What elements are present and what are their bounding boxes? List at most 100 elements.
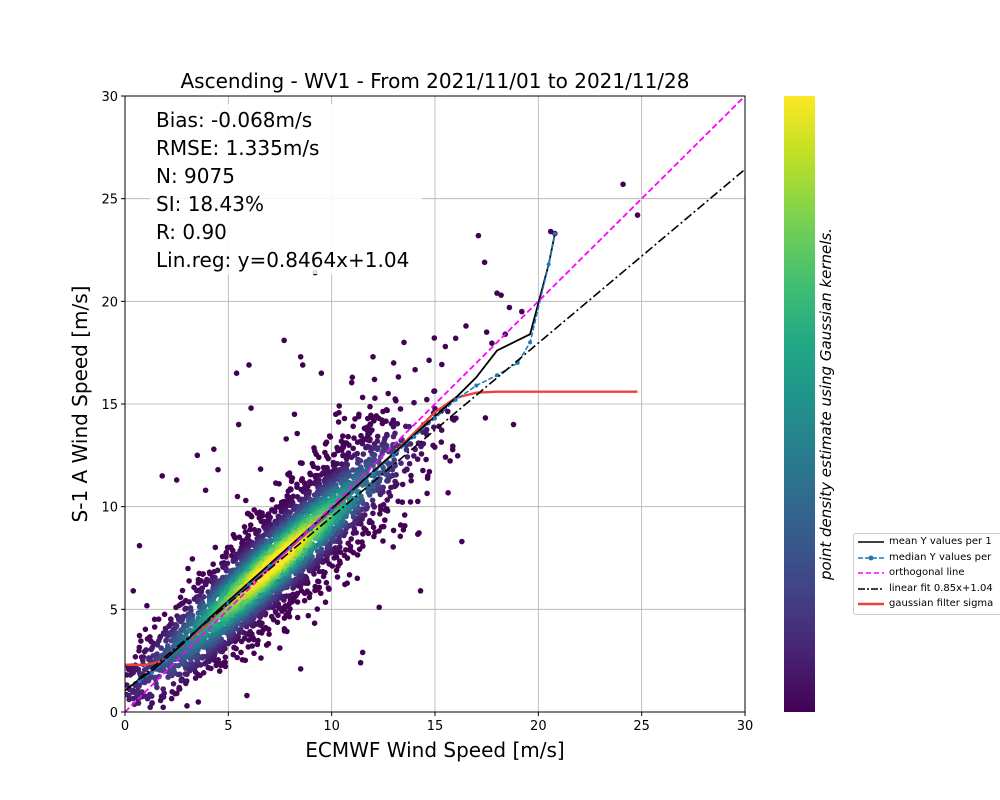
density-point bbox=[172, 624, 179, 631]
density-point bbox=[303, 555, 309, 562]
density-point bbox=[445, 490, 451, 496]
density-point bbox=[390, 423, 397, 430]
density-point bbox=[161, 690, 167, 696]
density-point bbox=[366, 437, 373, 444]
x-tick-label: 10 bbox=[323, 719, 340, 734]
density-point bbox=[222, 654, 229, 660]
outlier-point bbox=[357, 659, 364, 666]
outlier-point bbox=[459, 538, 465, 545]
density-point bbox=[382, 517, 388, 523]
y-axis-label: S-1 A Wind Speed [m/s] bbox=[68, 286, 92, 523]
density-point bbox=[282, 603, 289, 609]
density-point bbox=[158, 645, 164, 651]
density-point bbox=[369, 497, 376, 504]
density-point bbox=[125, 692, 132, 699]
outlier-point bbox=[634, 212, 641, 218]
density-point bbox=[367, 517, 373, 524]
density-point bbox=[259, 513, 265, 519]
density-point bbox=[251, 650, 257, 657]
legend-label-orthogonal: orthogonal line bbox=[889, 567, 965, 578]
colorbar-label: point density estimate using Gaussian ke… bbox=[817, 227, 835, 581]
density-point bbox=[239, 657, 246, 663]
density-point bbox=[350, 510, 356, 516]
density-point bbox=[334, 574, 341, 580]
outlier-point bbox=[299, 362, 306, 368]
density-point bbox=[195, 699, 202, 705]
density-point bbox=[331, 451, 338, 458]
density-point bbox=[219, 616, 226, 623]
density-point bbox=[315, 553, 322, 559]
density-point bbox=[183, 678, 190, 684]
density-point bbox=[243, 497, 249, 504]
legend: mean Y values per 1 median Y values per … bbox=[853, 533, 1000, 615]
density-point bbox=[360, 531, 366, 537]
density-point bbox=[169, 689, 175, 695]
density-point bbox=[366, 430, 373, 436]
legend-label-linear-fit: linear fit 0.85x+1.04 bbox=[889, 583, 993, 594]
median-marker bbox=[412, 434, 417, 439]
density-point bbox=[341, 552, 348, 559]
density-point bbox=[372, 395, 378, 402]
outlier-point bbox=[620, 181, 626, 188]
density-point bbox=[342, 547, 349, 553]
density-point bbox=[423, 456, 429, 463]
density-point bbox=[424, 396, 430, 403]
stats-box bbox=[150, 104, 422, 274]
density-point bbox=[203, 581, 209, 588]
density-point bbox=[454, 453, 461, 459]
density-point bbox=[416, 530, 422, 536]
density-point bbox=[442, 454, 449, 460]
density-point bbox=[431, 424, 437, 431]
density-point bbox=[334, 460, 341, 467]
density-point bbox=[256, 619, 263, 625]
density-point bbox=[367, 403, 373, 410]
density-point bbox=[212, 544, 219, 551]
density-point bbox=[377, 490, 384, 497]
legend-label-median: median Y values per bbox=[889, 552, 992, 563]
density-point bbox=[179, 616, 186, 623]
density-point bbox=[431, 388, 438, 394]
stat-rmse: RMSE: 1.335m/s bbox=[156, 136, 320, 160]
density-point bbox=[424, 490, 430, 497]
density-point bbox=[322, 599, 329, 605]
density-point bbox=[406, 423, 413, 430]
outlier-point bbox=[281, 337, 287, 344]
density-point bbox=[247, 522, 254, 528]
density-point bbox=[258, 655, 264, 661]
density-point bbox=[338, 447, 345, 454]
legend-entry-gaussian: gaussian filter sigma bbox=[854, 597, 1000, 611]
density-point bbox=[354, 575, 361, 582]
density-point bbox=[200, 571, 206, 577]
outlier-point bbox=[130, 588, 137, 594]
series-line-3 bbox=[125, 168, 745, 692]
density-point bbox=[142, 626, 149, 633]
density-point bbox=[383, 418, 389, 425]
median-marker bbox=[371, 471, 375, 476]
density-point bbox=[299, 460, 305, 467]
density-point bbox=[272, 609, 279, 615]
chart-title: Ascending - WV1 - From 2021/11/01 to 202… bbox=[181, 69, 690, 93]
density-point bbox=[391, 457, 398, 463]
density-point bbox=[138, 638, 144, 644]
density-point bbox=[130, 670, 136, 676]
density-point bbox=[281, 626, 288, 632]
density-point bbox=[198, 588, 205, 595]
density-point bbox=[371, 452, 378, 458]
density-point bbox=[401, 468, 408, 474]
density-point bbox=[168, 695, 175, 702]
y-tick-label: 25 bbox=[101, 193, 118, 208]
density-point bbox=[356, 546, 363, 553]
y-tick-label: 20 bbox=[101, 295, 118, 310]
density-point bbox=[310, 463, 317, 470]
density-point bbox=[358, 432, 364, 439]
outlier-point bbox=[215, 466, 221, 473]
density-point bbox=[256, 629, 262, 635]
density-point bbox=[161, 611, 168, 618]
density-point bbox=[228, 552, 235, 559]
outlier-point bbox=[211, 446, 217, 452]
density-point bbox=[136, 648, 142, 654]
y-tick-label: 0 bbox=[110, 706, 118, 721]
density-point bbox=[408, 472, 414, 479]
density-point bbox=[403, 446, 410, 453]
